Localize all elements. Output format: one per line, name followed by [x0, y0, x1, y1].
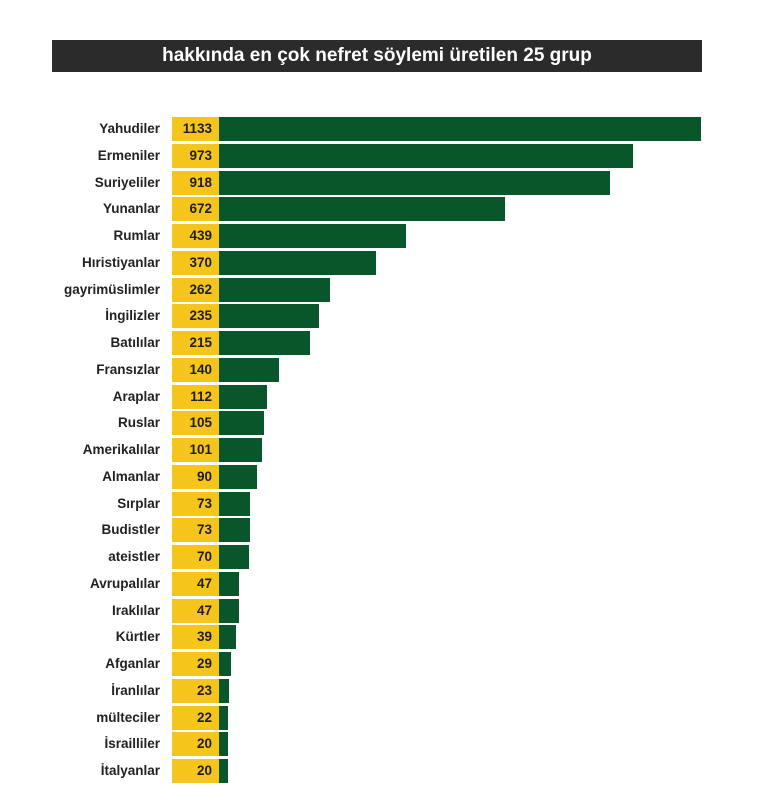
value-label: 262: [172, 277, 219, 302]
category-label: Kürtler: [115, 629, 160, 645]
bar: [219, 464, 258, 489]
value-label: 73: [172, 518, 219, 543]
bar: [219, 117, 701, 141]
bar: [219, 224, 406, 248]
bar: [219, 411, 264, 436]
category-label: Avrupalılar: [89, 575, 160, 591]
category-label: Rumlar: [113, 228, 160, 243]
category-label: Yahudiler: [99, 121, 160, 136]
bar: [219, 491, 251, 516]
category-label: gayrimüslimler: [63, 281, 160, 297]
category-label: Afganlar: [105, 656, 160, 671]
value-label: 73: [172, 491, 219, 516]
bar: [219, 357, 279, 382]
category-label: mülteciler: [96, 709, 160, 725]
value-label: 672: [172, 197, 219, 222]
value-label: 47: [172, 571, 219, 596]
category-label: İtalyanlar: [100, 763, 160, 778]
bar: [219, 732, 228, 757]
value-label: 39: [172, 625, 219, 650]
bar: [219, 759, 228, 783]
bar: [219, 331, 311, 355]
category-label: Yunanlar: [102, 201, 160, 217]
category-label: ateistler: [108, 549, 160, 564]
bar: [219, 304, 319, 329]
bar: [219, 571, 239, 596]
category-label: Hıristiyanlar: [81, 254, 160, 270]
value-label: 439: [172, 224, 219, 248]
bar: [219, 652, 232, 676]
value-label: 112: [172, 384, 219, 409]
category-label: Almanlar: [102, 468, 160, 484]
category-label: Budistler: [101, 522, 160, 538]
category-label: Fransızlar: [96, 361, 160, 377]
chart-title: hakkında en çok nefret söylemi üretilen …: [52, 40, 702, 72]
bar: [219, 170, 610, 195]
value-label: 20: [172, 732, 219, 757]
bar: [219, 384, 267, 409]
bar: [219, 625, 236, 650]
value-label: 973: [172, 143, 219, 168]
category-label: Ermeniler: [97, 147, 160, 163]
value-label: 1133: [172, 117, 219, 141]
bar: [219, 277, 331, 302]
category-label: Suriyeliler: [94, 174, 160, 190]
value-label: 235: [172, 304, 219, 329]
category-label: Sırplar: [117, 495, 160, 511]
bar: [219, 438, 262, 462]
category-label: Araplar: [112, 388, 160, 404]
value-label: 47: [172, 598, 219, 623]
category-label: Batılılar: [110, 335, 160, 350]
value-label: 918: [172, 170, 219, 195]
category-label: Ruslar: [117, 415, 160, 431]
bar: [219, 545, 249, 569]
value-label: 101: [172, 438, 219, 462]
bar: [219, 143, 633, 168]
bar: [219, 250, 377, 275]
value-label: 22: [172, 705, 219, 730]
category-label: İsrailliler: [104, 736, 160, 752]
value-label: 370: [172, 250, 219, 275]
value-label: 29: [172, 652, 219, 676]
value-label: 70: [172, 545, 219, 569]
value-label: 105: [172, 411, 219, 436]
value-label: 215: [172, 331, 219, 355]
category-label: Amerikalılar: [82, 442, 160, 457]
value-label: 23: [172, 678, 219, 703]
bar: [219, 598, 239, 623]
value-label: 140: [172, 357, 219, 382]
bar: [219, 518, 251, 543]
value-label: 90: [172, 464, 219, 489]
category-label: İranlılar: [111, 682, 160, 698]
bar: [219, 705, 229, 730]
category-label: İngilizler: [105, 308, 160, 324]
bar: [219, 678, 229, 703]
value-label: 20: [172, 759, 219, 783]
category-label: Iraklılar: [111, 602, 160, 618]
bar: [219, 197, 505, 222]
